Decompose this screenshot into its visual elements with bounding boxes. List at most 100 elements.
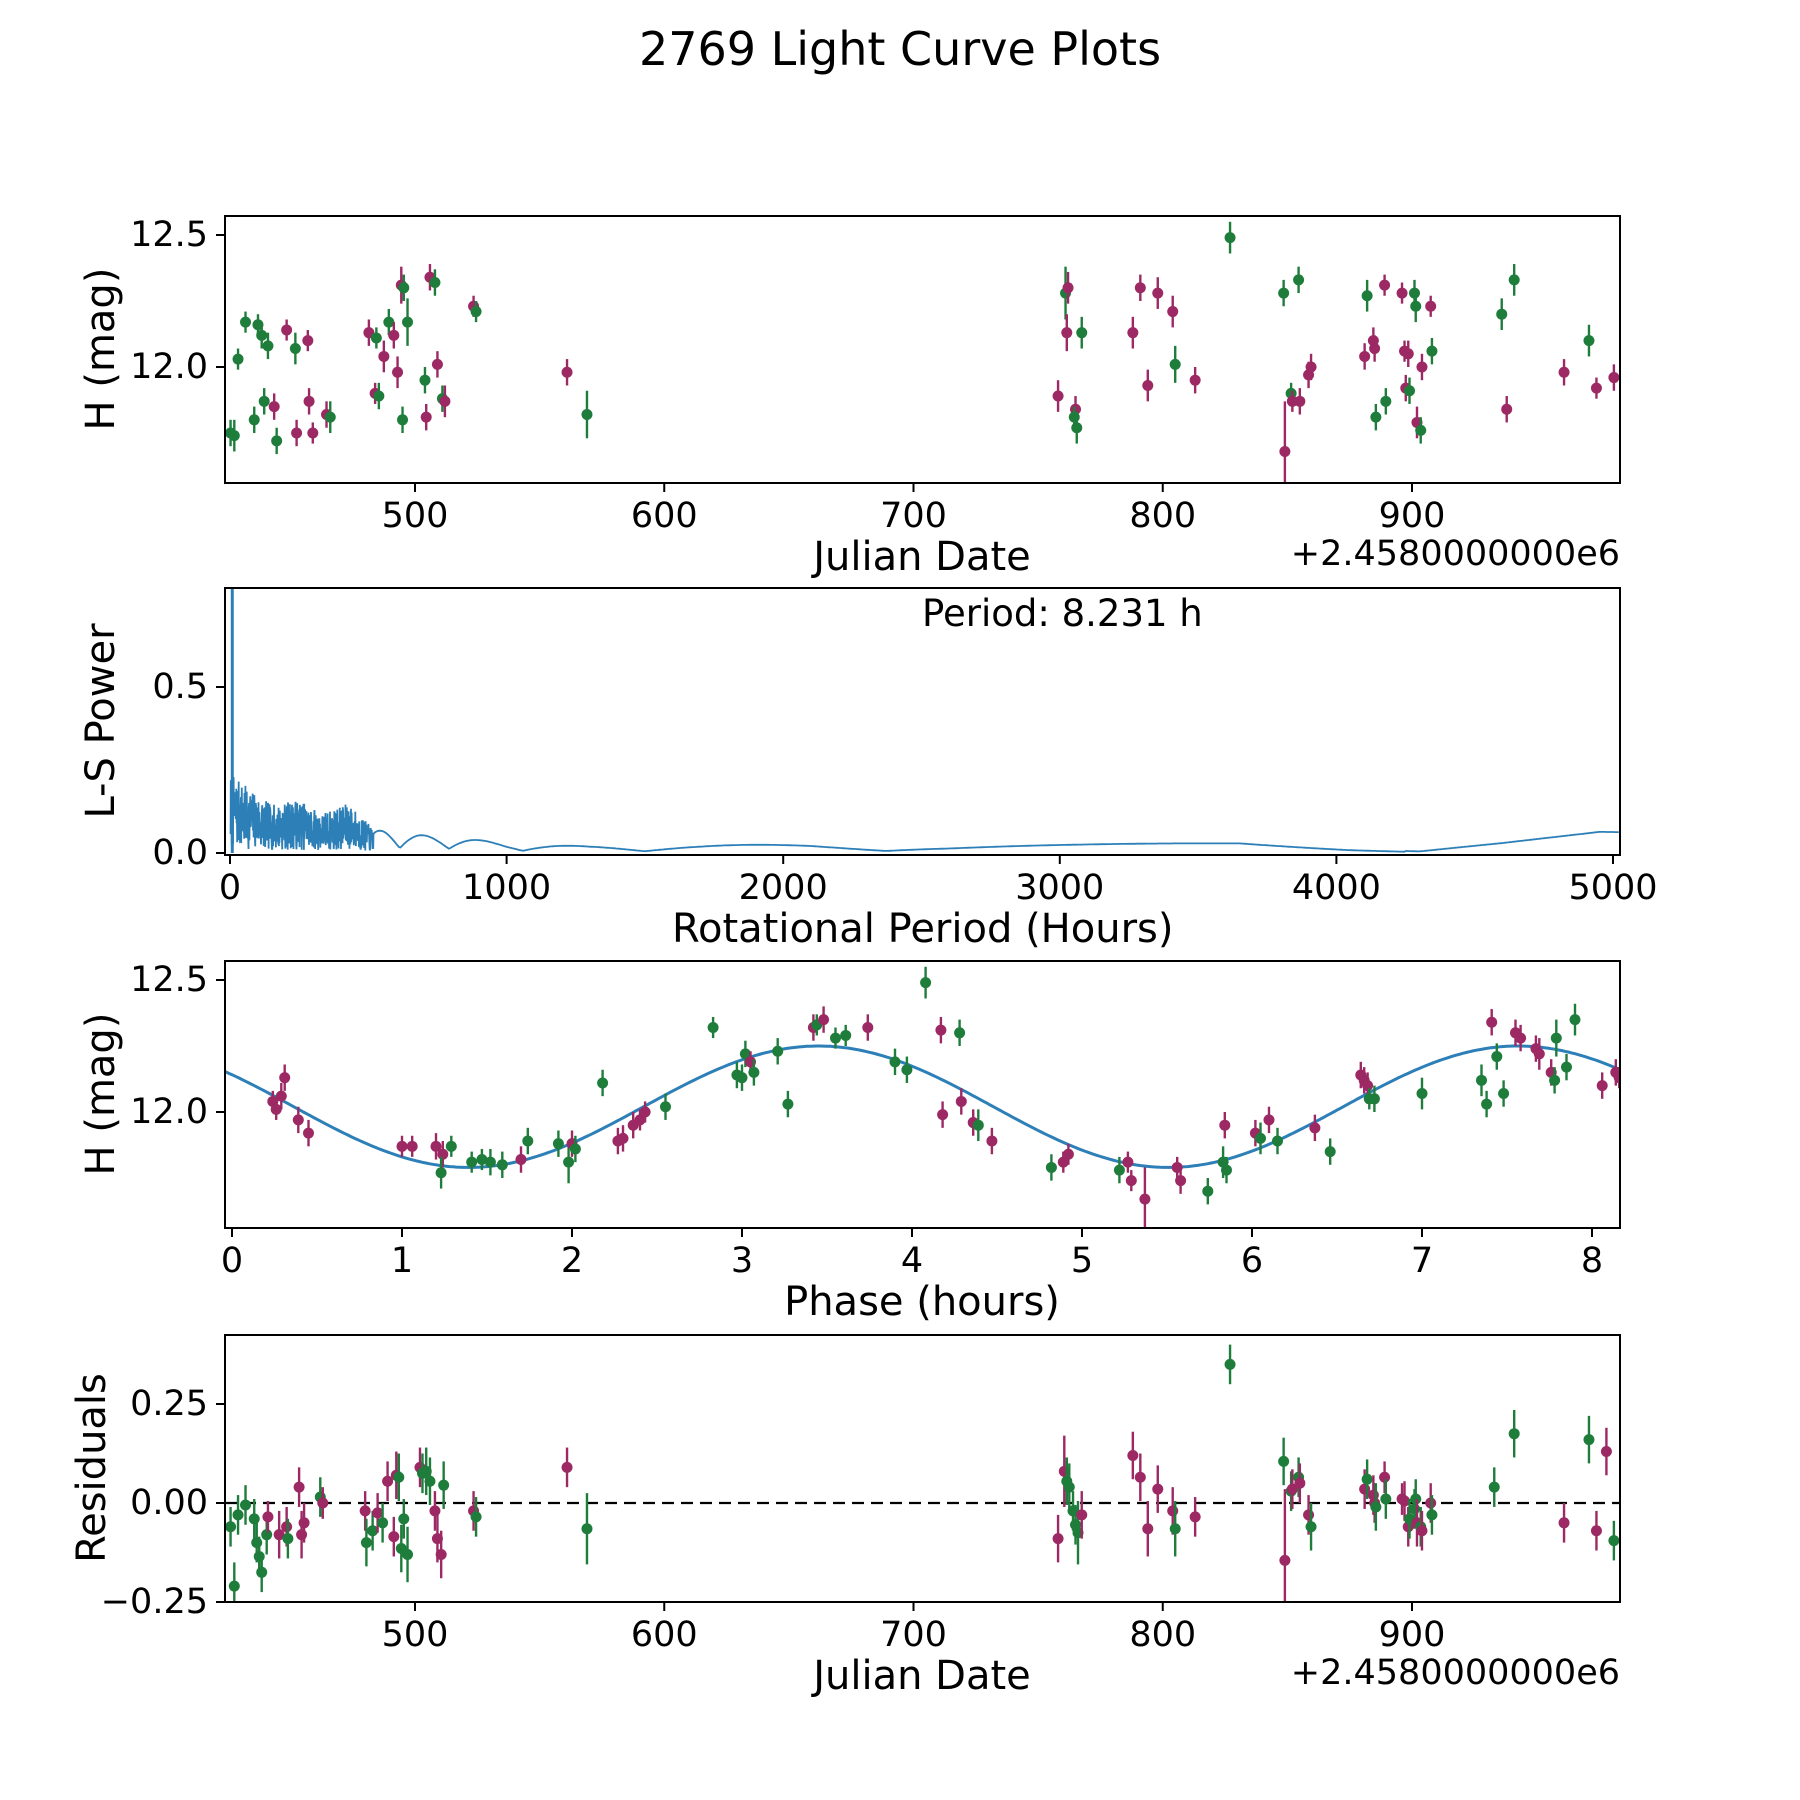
data-point xyxy=(1488,1481,1500,1493)
x-tick-label: 4000 xyxy=(1291,868,1381,908)
data-point xyxy=(1608,372,1620,384)
data-point xyxy=(383,316,395,328)
data-point xyxy=(597,1077,609,1089)
data-point xyxy=(1404,385,1416,397)
data-point xyxy=(282,1533,294,1545)
data-point xyxy=(1061,327,1073,339)
data-point xyxy=(296,1529,308,1541)
data-point xyxy=(248,414,260,426)
data-point xyxy=(1362,1080,1374,1092)
data-point xyxy=(382,1475,394,1487)
data-point xyxy=(359,1505,371,1517)
data-point xyxy=(1152,287,1164,299)
data-point xyxy=(1122,1156,1134,1168)
x-tick-label: 4 xyxy=(900,1241,924,1281)
data-point xyxy=(736,1072,748,1084)
data-point xyxy=(232,1509,244,1521)
data-point xyxy=(253,1550,265,1562)
data-point xyxy=(954,1027,966,1039)
residuals-x-offset: +2.4580000000e6 xyxy=(1290,1653,1620,1693)
data-point xyxy=(1596,1080,1608,1092)
data-point xyxy=(1486,1016,1498,1028)
data-point xyxy=(1294,1477,1306,1489)
data-point xyxy=(396,1140,408,1152)
data-point xyxy=(240,316,252,328)
data-point xyxy=(430,1140,442,1152)
data-point xyxy=(1169,358,1181,370)
data-point xyxy=(1533,1048,1545,1060)
data-point xyxy=(1379,279,1391,291)
plot-data-area xyxy=(225,1344,1620,1602)
data-point xyxy=(388,1531,400,1543)
data-point xyxy=(782,1098,794,1110)
data-point xyxy=(270,1103,282,1115)
x-tick-label: 1 xyxy=(390,1241,414,1281)
data-point xyxy=(1508,274,1520,286)
data-point xyxy=(561,366,573,378)
data-point xyxy=(261,1529,273,1541)
data-point xyxy=(1057,1156,1069,1168)
x-tick-label: 0 xyxy=(220,1241,244,1281)
data-point xyxy=(1071,422,1083,434)
data-point xyxy=(935,1024,947,1036)
data-point xyxy=(240,1499,252,1511)
y-tick-label: 12.5 xyxy=(130,960,208,1000)
data-point xyxy=(377,1517,389,1529)
data-point xyxy=(1515,1032,1527,1044)
data-point xyxy=(1305,361,1317,373)
data-point xyxy=(1169,1523,1181,1535)
data-point xyxy=(1370,411,1382,423)
data-point xyxy=(563,1156,575,1168)
data-point xyxy=(1142,1523,1154,1535)
plot-data-area xyxy=(225,966,1620,1228)
data-point xyxy=(324,411,336,423)
data-point xyxy=(617,1132,629,1144)
data-point xyxy=(772,1045,784,1057)
data-point xyxy=(1590,382,1602,394)
data-point xyxy=(1278,1455,1290,1467)
y-tick-label: 0.00 xyxy=(130,1483,208,1523)
data-point xyxy=(1303,1509,1315,1521)
data-point xyxy=(256,1566,268,1578)
data-point xyxy=(398,1513,410,1525)
data-point xyxy=(372,1507,384,1519)
residuals-xlabel: Julian Date xyxy=(813,1653,1031,1699)
data-point xyxy=(955,1095,967,1107)
periodogram-xlabel: Rotational Period (Hours) xyxy=(672,906,1174,952)
data-point xyxy=(470,306,482,318)
data-point xyxy=(307,427,319,439)
data-point xyxy=(281,1521,293,1533)
data-point xyxy=(1294,395,1306,407)
data-point xyxy=(1224,1358,1236,1370)
data-point xyxy=(424,1475,436,1487)
data-point xyxy=(1408,287,1420,299)
data-point xyxy=(1279,1554,1291,1566)
data-point xyxy=(402,1548,414,1560)
data-point xyxy=(561,1461,573,1473)
data-point xyxy=(262,1511,274,1523)
data-point xyxy=(1278,287,1290,299)
phase-curve-plot xyxy=(216,960,1621,1237)
data-point xyxy=(1076,327,1088,339)
x-tick-label: 800 xyxy=(1129,1615,1197,1655)
x-tick-label: 900 xyxy=(1378,1615,1446,1655)
data-point xyxy=(420,411,432,423)
data-point xyxy=(398,282,410,294)
data-point xyxy=(1476,1074,1487,1086)
data-point xyxy=(515,1154,527,1166)
data-point xyxy=(1561,1061,1572,1073)
data-point xyxy=(634,1114,646,1126)
data-point xyxy=(1558,1517,1570,1529)
y-tick-label: 12.0 xyxy=(130,347,208,387)
data-point xyxy=(435,1548,447,1560)
data-point xyxy=(552,1138,564,1150)
data-point xyxy=(484,1156,496,1168)
data-point xyxy=(429,1505,441,1517)
data-point xyxy=(1590,1525,1602,1537)
data-point xyxy=(496,1159,508,1171)
data-point xyxy=(1134,282,1146,294)
data-point xyxy=(901,1064,913,1076)
periodogram-ylabel: L-S Power xyxy=(78,623,124,819)
data-point xyxy=(1076,1509,1088,1521)
